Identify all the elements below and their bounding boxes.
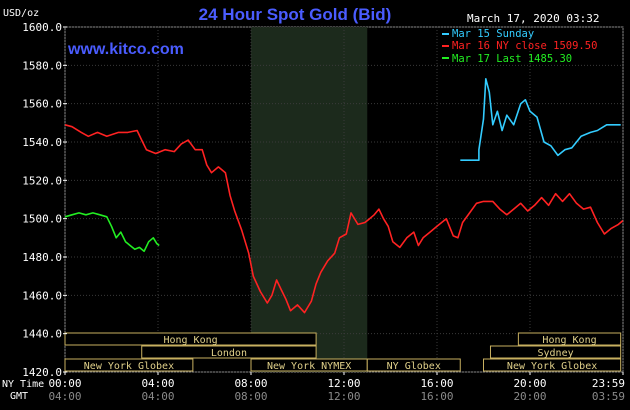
legend-label-mar16: Mar 16 NY close 1509.50 — [452, 40, 597, 52]
price-series — [64, 78, 624, 314]
y-unit-label: USD/oz — [3, 8, 39, 19]
x-tick-label: 23:59 — [592, 377, 625, 390]
session-label: London — [211, 348, 247, 359]
series-line — [460, 78, 621, 161]
gmt-label: GMT — [10, 391, 28, 402]
session-label: New York Globex — [84, 361, 174, 372]
site-watermark: www.kitco.com — [67, 41, 184, 58]
y-axis: 1420.0 1440.0 1460.0 1480.0 1500.0 1520.0 1540… — [22, 21, 67, 379]
x-tick-label: 08:00 — [234, 377, 267, 390]
gmt-tick-label: 04:00 — [141, 390, 174, 403]
x-axis: 00:00 04:00 08:00 12:00 16:00 20:00 23:5904:00… — [48, 372, 625, 403]
session-label: Hong Kong — [163, 335, 217, 346]
x-tick-label: 12:00 — [327, 377, 360, 390]
session-bar — [517, 332, 622, 346]
y-tick-label: 1600.0 — [22, 21, 62, 34]
session-bar — [64, 358, 194, 372]
session-bar — [483, 358, 622, 372]
x-tick-label: 20:00 — [513, 377, 546, 390]
y-tick-label: 1460.0 — [22, 289, 62, 302]
trading-sessions: Hong Kong Hong Kong London Sydney New York G… — [64, 332, 622, 372]
gmt-tick-label: 20:00 — [513, 390, 546, 403]
legend: Mar 15 Sunday Mar 16 NY close 1509.50 Ma… — [442, 28, 597, 65]
y-tick-label: 1440.0 — [22, 328, 62, 341]
session-bar — [64, 332, 317, 346]
session-label: New York Globex — [507, 361, 597, 372]
legend-label-mar17: Mar 17 Last 1485.30 — [452, 53, 572, 65]
session-bar — [489, 345, 622, 359]
session-label: New York NYMEX — [267, 361, 351, 372]
session-label: Sydney — [538, 348, 574, 359]
session-bar — [141, 345, 317, 359]
ny-time-label: NY Time — [2, 379, 44, 390]
y-tick-label: 1500.0 — [22, 213, 62, 226]
x-tick-label: 04:00 — [141, 377, 174, 390]
legend-label-mar15: Mar 15 Sunday — [452, 28, 534, 40]
y-tick-label: 1540.0 — [22, 136, 62, 149]
nymex-shaded-region — [251, 27, 368, 372]
gmt-tick-label: 03:59 — [592, 390, 625, 403]
y-tick-label: 1560.0 — [22, 98, 62, 111]
session-label: NY Globex — [387, 361, 441, 372]
gmt-tick-label: 12:00 — [327, 390, 360, 403]
gmt-tick-label: 16:00 — [420, 390, 453, 403]
series-line — [64, 212, 160, 253]
series-line — [64, 124, 624, 314]
y-tick-label: 1480.0 — [22, 251, 62, 264]
chart-title: 24 Hour Spot Gold (Bid) — [199, 5, 392, 24]
timestamp: March 17, 2020 03:32 — [467, 12, 599, 25]
x-tick-label: 16:00 — [420, 377, 453, 390]
gmt-tick-label: 04:00 — [48, 390, 81, 403]
y-tick-label: 1420.0 — [22, 366, 62, 379]
session-label: Hong Kong — [542, 335, 596, 346]
y-tick-label: 1520.0 — [22, 174, 62, 187]
gmt-tick-label: 08:00 — [234, 390, 267, 403]
session-bar — [366, 358, 461, 372]
y-tick-label: 1580.0 — [22, 59, 62, 72]
x-tick-label: 00:00 — [48, 377, 81, 390]
